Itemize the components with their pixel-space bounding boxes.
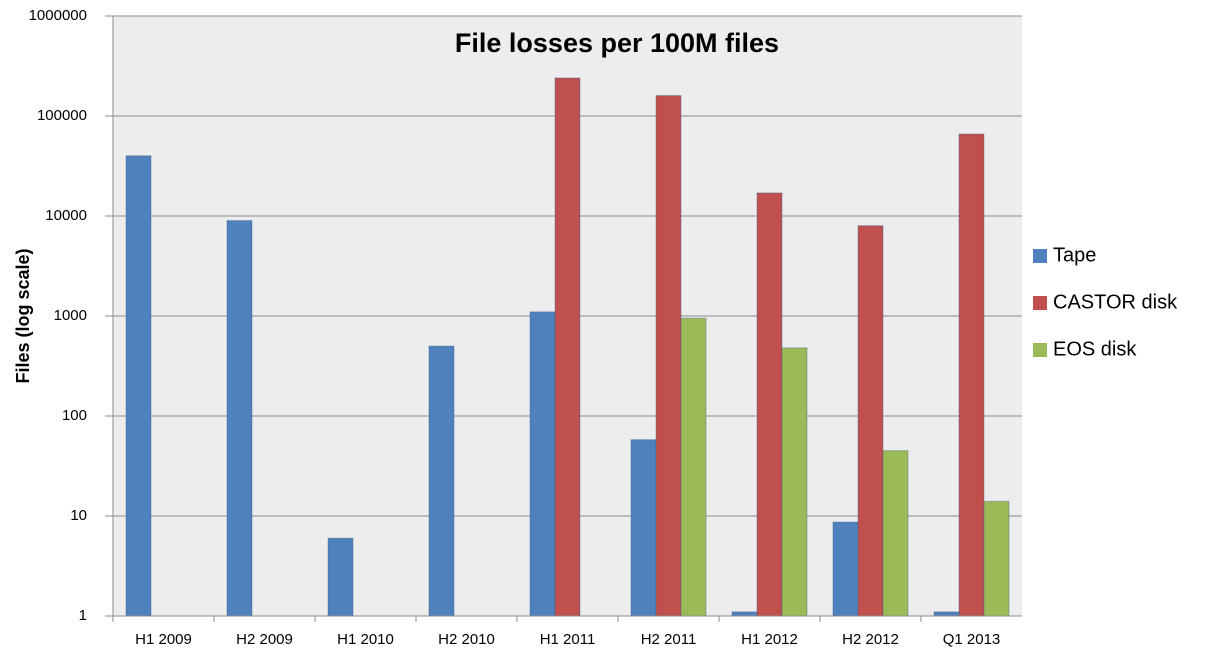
y-tick-label: 1000 xyxy=(54,307,87,324)
x-tick-label: H1 2009 xyxy=(135,631,192,648)
bar xyxy=(882,450,909,617)
legend-swatch xyxy=(1033,249,1047,263)
legend-label: Tape xyxy=(1053,244,1096,266)
y-tick-label: 100 xyxy=(62,407,87,424)
legend-label: CASTOR disk xyxy=(1053,291,1178,313)
bar xyxy=(125,155,152,617)
bar xyxy=(630,439,657,617)
x-tick-label: H1 2012 xyxy=(741,631,798,648)
bar xyxy=(781,347,808,617)
bar xyxy=(731,611,758,617)
bar xyxy=(529,311,556,617)
legend-swatch xyxy=(1033,296,1047,310)
x-tick-label: H1 2010 xyxy=(337,631,394,648)
y-tick-label: 1 xyxy=(79,607,87,624)
y-axis-label: Files (log scale) xyxy=(13,248,33,383)
x-tick-label: H2 2012 xyxy=(842,631,899,648)
y-tick-label: 10000 xyxy=(45,207,87,224)
y-tick-label: 100000 xyxy=(37,107,87,124)
bar xyxy=(327,537,354,617)
bar xyxy=(680,317,707,617)
legend-swatch xyxy=(1033,343,1047,357)
x-tick-label: H2 2010 xyxy=(438,631,495,648)
legend-label: EOS disk xyxy=(1053,338,1137,360)
x-tick-label: Q1 2013 xyxy=(943,631,1001,648)
x-tick-label: H2 2009 xyxy=(236,631,293,648)
y-tick-label: 10 xyxy=(70,507,87,524)
bar xyxy=(958,133,985,617)
bar xyxy=(428,345,455,617)
bar xyxy=(655,95,682,617)
bar xyxy=(554,77,581,617)
bar xyxy=(857,225,884,617)
bar xyxy=(933,611,960,617)
bar xyxy=(226,220,253,617)
bar xyxy=(983,500,1010,617)
x-tick-label: H2 2011 xyxy=(641,631,697,648)
chart-title: File losses per 100M files xyxy=(455,28,779,58)
x-tick-label: H1 2011 xyxy=(540,631,596,648)
y-tick-label: 1000000 xyxy=(29,7,87,24)
bar xyxy=(756,192,783,617)
bar xyxy=(832,521,859,617)
